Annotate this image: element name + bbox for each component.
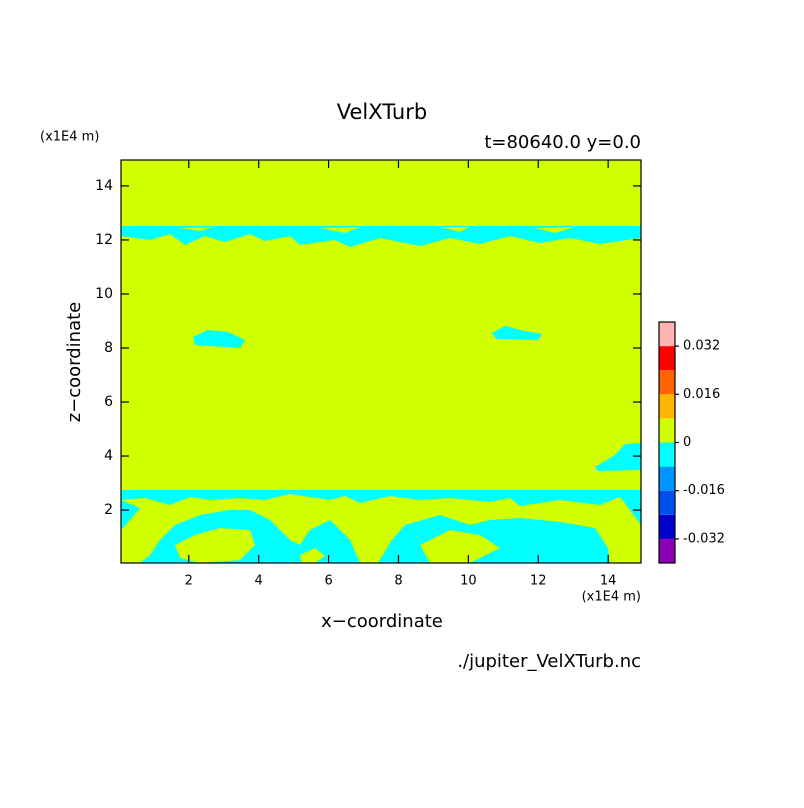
region [492, 326, 542, 340]
y-tick-label: 6 [104, 394, 113, 410]
region [193, 330, 245, 348]
region [175, 528, 255, 563]
colorbar-segment [659, 538, 675, 563]
colorbar-segment [659, 442, 675, 467]
y-unit: (x1E4 m) [40, 130, 99, 145]
y-tick-label: 10 [95, 286, 113, 302]
x-tick-label: 10 [460, 574, 477, 589]
region [121, 494, 641, 563]
y-tick-label: 12 [95, 232, 113, 248]
x-unit: (x1E4 m) [582, 590, 641, 605]
x-axis-label: x−coordinate [321, 611, 443, 632]
region [121, 234, 641, 248]
x-tick-label: 12 [530, 574, 547, 589]
level-zero-regions [121, 227, 641, 563]
colorbar-tick-label: 0.032 [683, 339, 720, 354]
colorbar-segment [659, 418, 675, 443]
colorbar-tick-label: 0.016 [683, 387, 720, 402]
x-tick-label: 6 [324, 574, 332, 589]
colorbar-segment [659, 394, 675, 419]
colorbar-tick-label: 0 [683, 435, 691, 450]
plot-frame [120, 159, 642, 564]
colorbar-segment [659, 490, 675, 515]
x-tick-label: 14 [600, 574, 617, 589]
colorbar-segment [659, 514, 675, 539]
region [420, 530, 500, 563]
region [300, 548, 325, 563]
y-tick-label: 4 [104, 448, 113, 464]
x-tick-label: 4 [255, 574, 263, 589]
y-tick-label: 14 [95, 178, 113, 194]
subtitle: t=80640.0 y=0.0 [484, 132, 641, 153]
colorbar-segment [659, 466, 675, 491]
chart-title: VelXTurb [337, 100, 427, 124]
y-tick-label: 2 [104, 502, 113, 518]
source-label: ./jupiter_VelXTurb.nc [457, 651, 641, 672]
region [595, 443, 641, 471]
colorbar-tick-label: -0.032 [683, 531, 725, 546]
colorbar-segment [659, 346, 675, 371]
y-tick-label: 8 [104, 340, 113, 356]
colorbar-segment [659, 322, 675, 347]
contour-field [121, 160, 641, 563]
colorbar-tick-label: -0.016 [683, 483, 725, 498]
y-axis-label: z−coordinate [64, 302, 85, 423]
x-tick-label: 2 [185, 574, 193, 589]
x-tick-label: 8 [394, 574, 402, 589]
colorbar-segment [659, 370, 675, 395]
